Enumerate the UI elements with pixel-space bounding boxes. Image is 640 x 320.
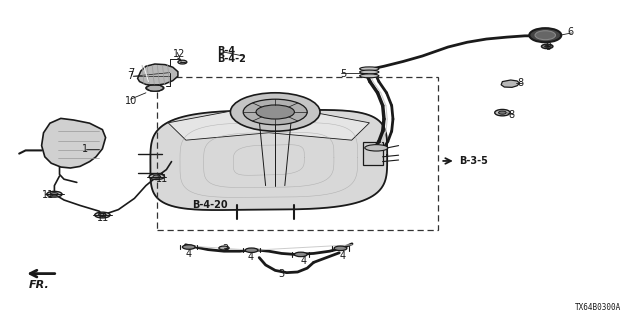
Polygon shape	[501, 80, 520, 87]
Ellipse shape	[146, 85, 164, 91]
Text: 7: 7	[127, 71, 133, 81]
Text: 4: 4	[248, 252, 254, 262]
Ellipse shape	[535, 31, 556, 40]
Text: 7: 7	[128, 68, 134, 78]
Text: 1: 1	[82, 144, 88, 154]
Ellipse shape	[219, 246, 229, 250]
Text: 6: 6	[567, 27, 573, 37]
Text: B-4-20: B-4-20	[192, 200, 228, 210]
Ellipse shape	[182, 245, 195, 249]
Ellipse shape	[499, 111, 506, 114]
Polygon shape	[150, 110, 387, 210]
Ellipse shape	[95, 212, 110, 218]
Ellipse shape	[178, 60, 187, 64]
Ellipse shape	[99, 213, 106, 217]
Text: 4: 4	[339, 251, 346, 261]
Text: 4: 4	[186, 249, 192, 260]
Text: 8: 8	[509, 110, 515, 120]
Ellipse shape	[495, 109, 510, 116]
Ellipse shape	[230, 93, 320, 131]
Text: 5: 5	[340, 68, 347, 79]
Ellipse shape	[541, 44, 553, 49]
Bar	[157, 77, 438, 230]
Text: B-3-5: B-3-5	[460, 156, 488, 166]
Ellipse shape	[360, 70, 379, 74]
Ellipse shape	[149, 174, 164, 180]
Ellipse shape	[243, 99, 307, 125]
Ellipse shape	[47, 191, 62, 197]
Ellipse shape	[334, 246, 347, 251]
Text: 11: 11	[97, 213, 109, 223]
Ellipse shape	[256, 105, 294, 119]
Ellipse shape	[365, 145, 388, 151]
Text: 8: 8	[517, 78, 524, 88]
Ellipse shape	[51, 193, 58, 196]
Ellipse shape	[360, 74, 379, 78]
Bar	[364, 142, 383, 165]
Ellipse shape	[245, 248, 258, 252]
Text: 2: 2	[223, 244, 229, 254]
Text: 3: 3	[278, 268, 285, 279]
Ellipse shape	[360, 67, 379, 71]
Text: 12: 12	[173, 49, 185, 59]
Ellipse shape	[294, 252, 307, 257]
Text: 4: 4	[301, 256, 307, 267]
Ellipse shape	[545, 45, 550, 47]
Text: TX64B0300A: TX64B0300A	[575, 303, 621, 312]
Text: 11: 11	[42, 190, 54, 200]
Polygon shape	[168, 104, 369, 140]
Text: B-4: B-4	[218, 46, 236, 56]
Text: 10: 10	[125, 96, 138, 106]
Text: FR.: FR.	[29, 280, 50, 290]
Text: B-4-2: B-4-2	[218, 54, 246, 64]
Polygon shape	[138, 64, 178, 85]
Text: 11: 11	[156, 174, 168, 184]
Text: 9: 9	[545, 42, 552, 52]
Ellipse shape	[153, 175, 161, 178]
Polygon shape	[42, 118, 106, 168]
Ellipse shape	[529, 28, 561, 42]
